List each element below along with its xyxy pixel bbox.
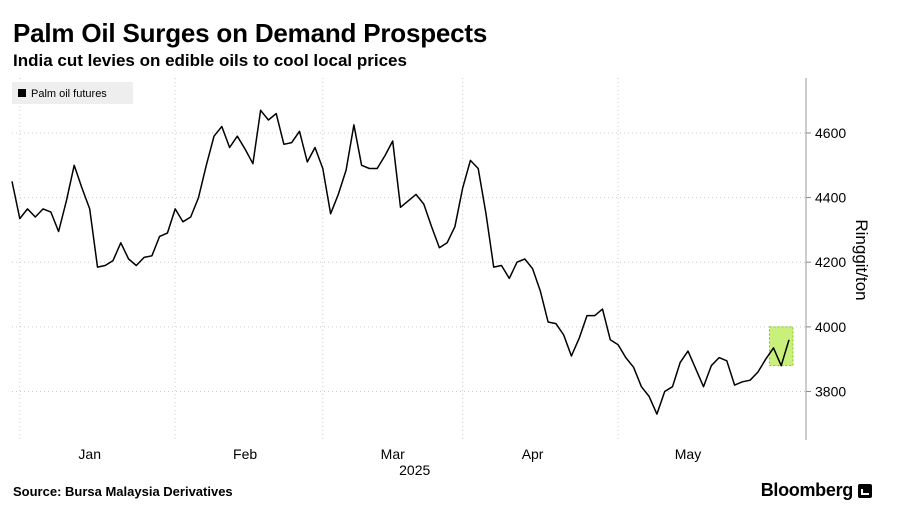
brand-name: Bloomberg (760, 480, 854, 500)
x-year-label: 2025 (399, 462, 430, 478)
y-tick-label: 4200 (815, 254, 846, 270)
x-tick-label: Feb (233, 446, 257, 462)
y-tick-label: 4600 (815, 125, 846, 141)
series-line-palm-oil-futures (11, 109, 790, 415)
highlight-box (768, 326, 794, 367)
legend-label: Palm oil futures (31, 88, 107, 100)
bloomberg-terminal-icon (858, 483, 872, 498)
source-note: Source: Bursa Malaysia Derivatives (13, 484, 233, 499)
x-tick-label: Apr (522, 446, 544, 462)
x-tick-label: Mar (381, 446, 405, 462)
y-axis-title: Ringgit/ton (852, 219, 871, 300)
chart-subtitle: India cut levies on edible oils to cool … (13, 51, 407, 70)
legend-swatch (18, 89, 26, 97)
x-tick-label: Jan (78, 446, 101, 462)
y-tick-label: 4400 (815, 190, 846, 206)
legend-box (12, 82, 133, 104)
bloomberg-logo: Bloomberg (761, 480, 872, 501)
y-tick-label: 4000 (815, 319, 846, 335)
x-tick-label: May (675, 446, 701, 462)
chart-title: Palm Oil Surges on Demand Prospects (13, 18, 488, 48)
y-tick-label: 3800 (815, 384, 846, 400)
